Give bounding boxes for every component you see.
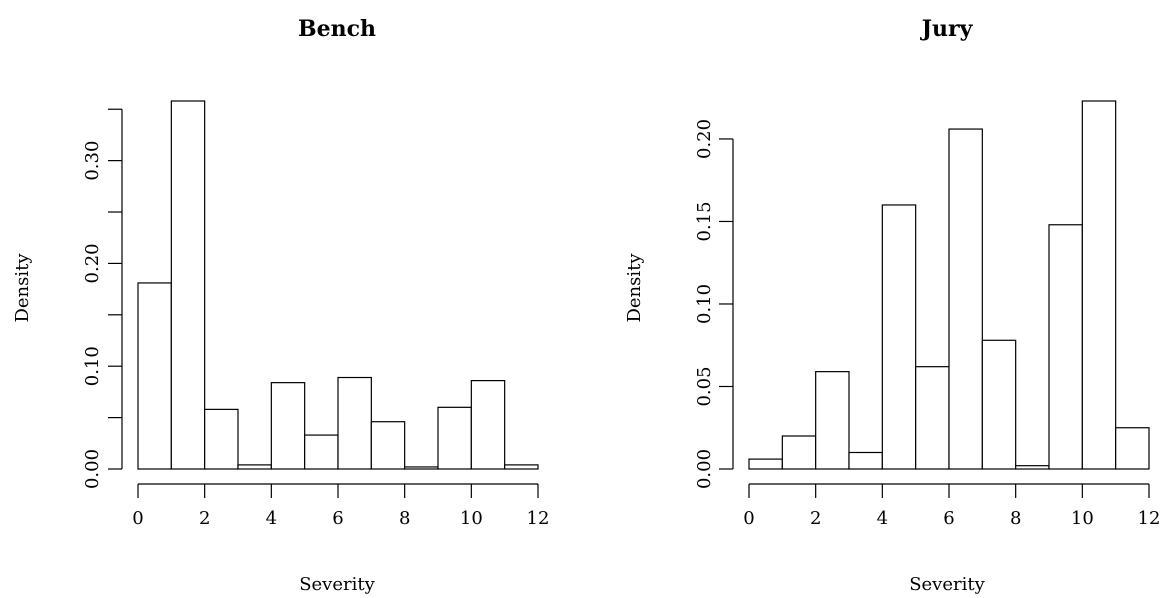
jury-bar — [1115, 427, 1150, 470]
bench-bar — [470, 379, 506, 470]
jury-bar — [848, 451, 883, 470]
bench-chart-title: Bench — [298, 16, 376, 42]
bench-x-tick-label: 10 — [460, 508, 483, 529]
jury-x-tick-label: 6 — [943, 508, 954, 529]
jury-bars — [748, 100, 1150, 470]
jury-bar — [981, 339, 1017, 470]
bench-bar — [204, 408, 239, 470]
bench-y-axis: 0.00 0.10 0.20 0.30 — [82, 108, 123, 489]
bench-x-tick-label: 8 — [399, 508, 410, 529]
jury-x-tick-label: 12 — [1138, 508, 1161, 529]
jury-x-tick-label: 8 — [1010, 508, 1021, 529]
bench-x-axis-label: Severity — [299, 574, 375, 595]
bench-y-tick-label: 0.00 — [82, 449, 103, 489]
bench-y-tick-label: 0.30 — [82, 141, 103, 181]
bench-bar — [437, 406, 472, 470]
jury-y-tick-label: 0.20 — [694, 119, 715, 159]
jury-bar — [748, 458, 783, 470]
bench-y-tick-label: 0.10 — [82, 346, 103, 386]
bench-bar — [370, 421, 406, 470]
jury-x-axis-label: Severity — [909, 574, 985, 595]
jury-bar — [1048, 224, 1083, 470]
jury-bar — [915, 366, 950, 470]
jury-y-tick-label: 0.05 — [694, 366, 715, 406]
bench-x-tick-label: 0 — [132, 508, 143, 529]
jury-y-tick-label: 0.15 — [694, 201, 715, 241]
jury-histogram-panel: Jury Severity Density 0 2 4 6 8 10 12 0.00 0.05… — [624, 16, 1160, 595]
bench-histogram-panel: Bench Severity Density 0 2 4 6 8 10 12 0.00 0.1… — [12, 16, 549, 595]
bench-x-tick-label: 6 — [332, 508, 343, 529]
bench-bars — [137, 100, 539, 470]
jury-bar — [815, 371, 850, 470]
jury-y-tick-label: 0.10 — [694, 284, 715, 324]
jury-y-axis-label: Density — [624, 253, 645, 323]
jury-y-axis: 0.00 0.05 0.10 0.15 0.20 — [694, 119, 734, 489]
jury-bar — [781, 435, 817, 470]
jury-x-tick-label: 4 — [877, 508, 888, 529]
jury-bar — [948, 128, 983, 470]
bench-y-tick-label: 0.20 — [82, 243, 103, 283]
bench-y-axis-label: Density — [12, 253, 33, 323]
bench-bar — [137, 282, 172, 470]
jury-bar — [1081, 100, 1117, 470]
bench-bar — [237, 464, 272, 470]
bench-x-tick-label: 2 — [199, 508, 210, 529]
jury-chart-title: Jury — [920, 16, 974, 42]
jury-x-axis: 0 2 4 6 8 10 12 — [743, 483, 1161, 529]
jury-bar — [881, 204, 917, 470]
bench-bar — [170, 100, 206, 470]
jury-y-tick-label: 0.00 — [694, 449, 715, 489]
bench-bar — [304, 434, 339, 470]
bench-x-axis: 0 2 4 6 8 10 12 — [132, 483, 550, 529]
jury-x-tick-label: 10 — [1071, 508, 1094, 529]
bench-bar — [270, 382, 306, 470]
bench-bar — [504, 464, 539, 470]
jury-bar — [1015, 465, 1050, 470]
bench-x-tick-label: 12 — [527, 508, 550, 529]
jury-x-tick-label: 2 — [810, 508, 821, 529]
bench-x-tick-label: 4 — [266, 508, 277, 529]
bench-bar — [404, 466, 439, 470]
bench-bar — [337, 376, 372, 470]
jury-x-tick-label: 0 — [743, 508, 754, 529]
